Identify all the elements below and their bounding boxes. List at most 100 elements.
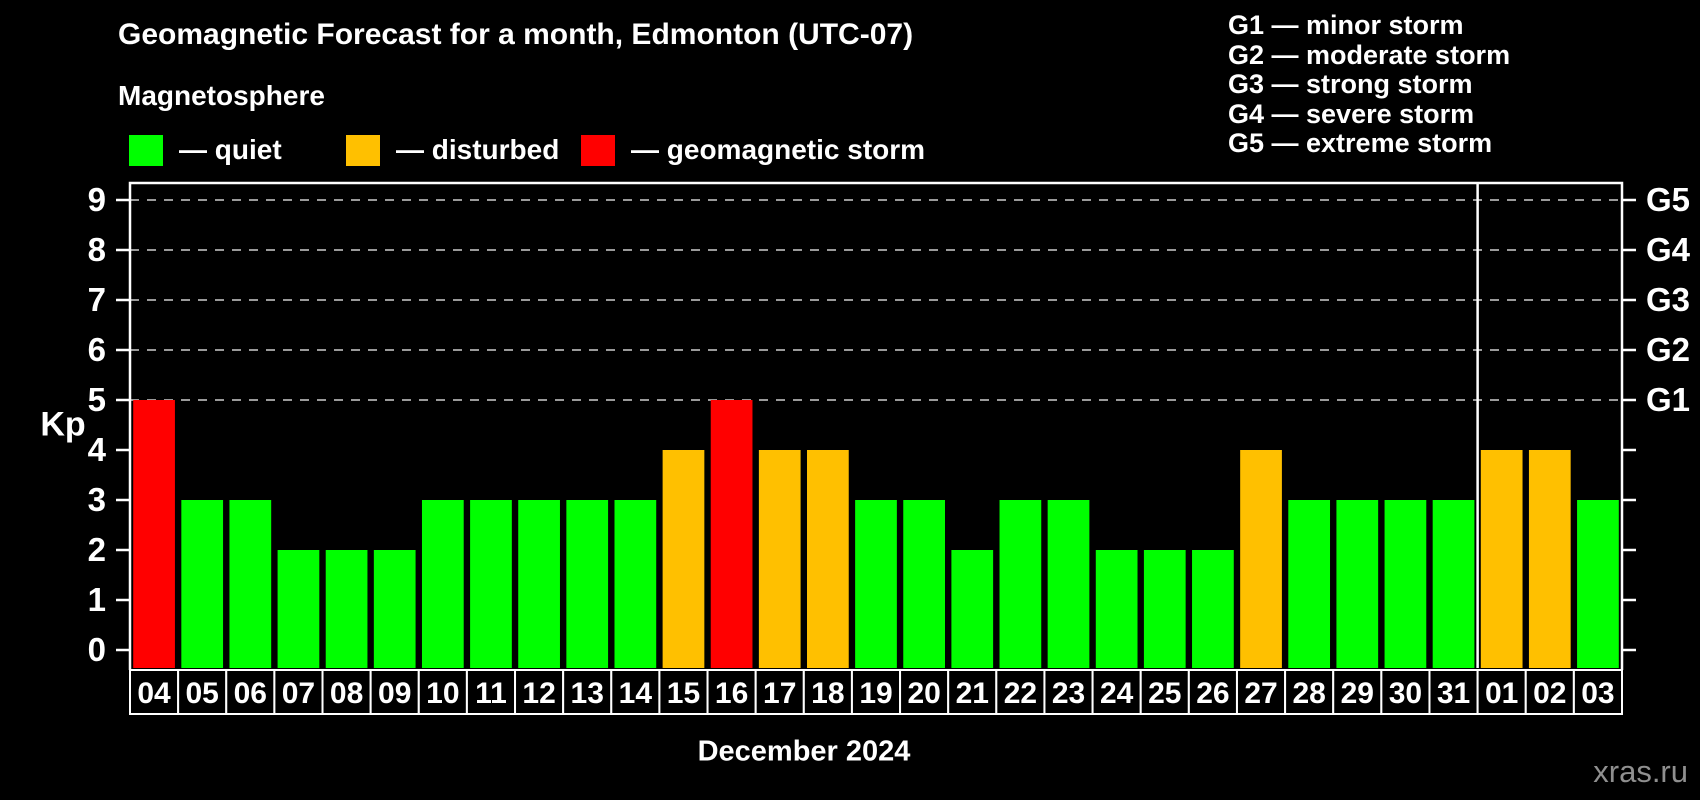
xras-watermark: xras.ru (1593, 754, 1688, 789)
bar-day-09 (373, 550, 416, 668)
day-label-box-31 (1428, 669, 1479, 715)
y-tick-label-2: 2 (88, 531, 106, 568)
day-label-box-17 (754, 669, 805, 715)
bar-day-17 (758, 450, 801, 668)
plot-border (128, 181, 1624, 670)
x-axis-month-label: December 2024 (697, 735, 911, 768)
right-axis-label-g4: G4 (1646, 231, 1691, 268)
bar-day-29 (1336, 500, 1379, 668)
g1-legend-line: G1 — minor storm (1228, 10, 1464, 40)
bar-day-30 (1384, 500, 1427, 668)
legend-label-storm: — geomagnetic storm (631, 134, 926, 165)
day-label-24: 24 (1100, 677, 1134, 710)
bar-day-19 (855, 500, 897, 668)
bar-day-28 (1288, 500, 1331, 668)
day-label-box-11 (465, 669, 517, 715)
bar-day-16 (710, 400, 753, 668)
bar-day-26 (1192, 550, 1234, 668)
day-label-box-05 (177, 669, 228, 715)
day-label-21: 21 (956, 677, 989, 710)
day-label-12: 12 (522, 677, 555, 710)
bar-day-14 (614, 500, 657, 668)
storm-color-swatch (581, 134, 615, 166)
bar-day-18 (807, 450, 849, 668)
subtitle-magnetosphere: Magnetosphere (118, 80, 325, 111)
day-label-31: 31 (1437, 677, 1470, 710)
day-label-box-12 (514, 669, 565, 715)
day-label-15: 15 (667, 677, 700, 710)
page-title: Geomagnetic Forecast for a month, Edmont… (118, 18, 914, 51)
day-label-29: 29 (1341, 677, 1374, 710)
g5-legend-line: G5 — extreme storm (1228, 128, 1493, 159)
y-tick-label-7: 7 (88, 281, 106, 318)
day-label-box-08 (321, 669, 372, 715)
y-tick-label-8: 8 (88, 231, 106, 268)
day-label-18: 18 (811, 677, 844, 710)
day-label-box-27 (1235, 669, 1287, 715)
bar-day-15 (662, 450, 705, 668)
legend-label-quiet: — quiet (179, 134, 282, 165)
day-label-07: 07 (282, 677, 315, 710)
day-label-09: 09 (378, 677, 411, 710)
bar-day-07 (277, 550, 320, 668)
day-label-08: 08 (330, 677, 363, 710)
day-label-19: 19 (859, 677, 892, 710)
day-label-20: 20 (907, 677, 940, 710)
day-label-02: 02 (1533, 677, 1566, 710)
right-axis-label-g1: G1 (1646, 381, 1690, 418)
day-label-box-25 (1139, 669, 1190, 715)
day-label-23: 23 (1052, 677, 1085, 710)
day-label-box-21 (947, 669, 998, 715)
bar-day-04 (133, 400, 175, 668)
bar-day-20 (903, 500, 945, 668)
bar-day-05 (181, 500, 224, 668)
day-label-box-24 (1091, 669, 1142, 715)
bar-day-31 (1432, 500, 1475, 668)
day-label-05: 05 (186, 677, 219, 710)
right-axis-label-g5: G5 (1646, 181, 1690, 218)
day-label-10: 10 (426, 677, 459, 710)
day-label-14: 14 (619, 677, 653, 710)
storm-scale-legend: G1 — minor storm G2 — moderate storm G3 … (1228, 10, 1511, 159)
legend-item-quiet: — quiet (129, 133, 282, 167)
day-label-28: 28 (1292, 677, 1325, 710)
day-label-box-19 (850, 669, 902, 715)
g3-legend-line: G3 — strong storm (1228, 69, 1473, 100)
day-label-04: 04 (137, 677, 171, 710)
day-label-03: 03 (1581, 677, 1614, 710)
bar-day-08 (325, 550, 368, 668)
day-label-16: 16 (715, 677, 748, 710)
day-label-box-15 (658, 669, 709, 715)
bar-day-10 (421, 500, 464, 668)
right-axis-label-g2: G2 (1646, 331, 1690, 368)
y-tick-label-9: 9 (88, 181, 106, 218)
day-label-11: 11 (475, 677, 507, 710)
y-tick-label-3: 3 (88, 481, 106, 518)
y-axis-label-kp: Kp (40, 405, 86, 444)
day-label-box-18 (802, 669, 853, 715)
day-label-box-04 (129, 669, 180, 715)
bar-day-03 (1577, 500, 1619, 668)
bar-day-25 (1143, 550, 1186, 668)
day-label-25: 25 (1148, 677, 1181, 710)
day-label-22: 22 (1004, 677, 1037, 710)
day-label-30: 30 (1389, 677, 1422, 710)
bar-day-12 (518, 500, 560, 668)
right-axis-label-g3: G3 (1646, 281, 1690, 318)
y-tick-label-6: 6 (88, 331, 106, 368)
disturbed-color-swatch (346, 134, 380, 166)
day-label-box-07 (273, 669, 324, 715)
y-tick-label-1: 1 (88, 581, 106, 618)
g2-legend-line: G2 — moderate storm (1228, 39, 1511, 70)
legend-item-storm: — geomagnetic storm (581, 133, 925, 167)
day-label-01: 01 (1485, 677, 1518, 710)
day-label-13: 13 (571, 677, 604, 710)
day-label-box-03 (1572, 669, 1624, 715)
y-tick-label-4: 4 (88, 431, 107, 468)
bar-day-24 (1095, 550, 1138, 668)
legend-label-disturbed: — disturbed (396, 134, 560, 165)
y-tick-label-5: 5 (88, 381, 106, 418)
day-label-box-10 (417, 669, 468, 715)
